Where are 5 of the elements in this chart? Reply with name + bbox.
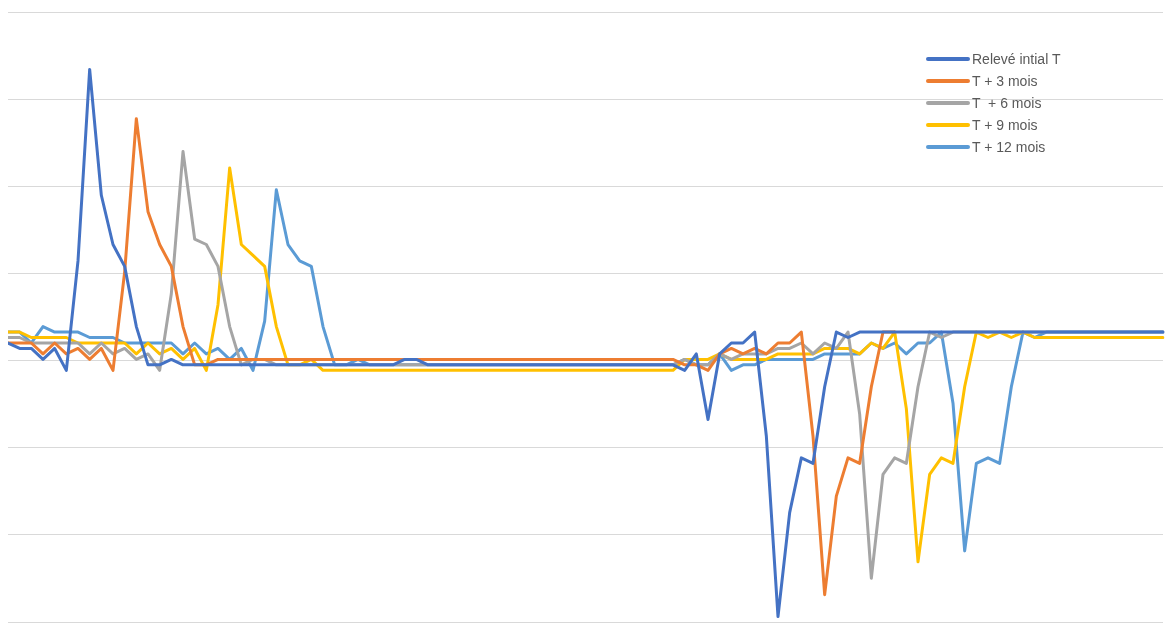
legend-label: T + 9 mois	[972, 116, 1038, 135]
legend-label: T + 3 mois	[972, 72, 1038, 91]
legend-label: T + 12 mois	[972, 138, 1046, 157]
legend-label: T + 6 mois	[972, 94, 1042, 113]
legend-label: Relevé intial T	[972, 50, 1061, 69]
